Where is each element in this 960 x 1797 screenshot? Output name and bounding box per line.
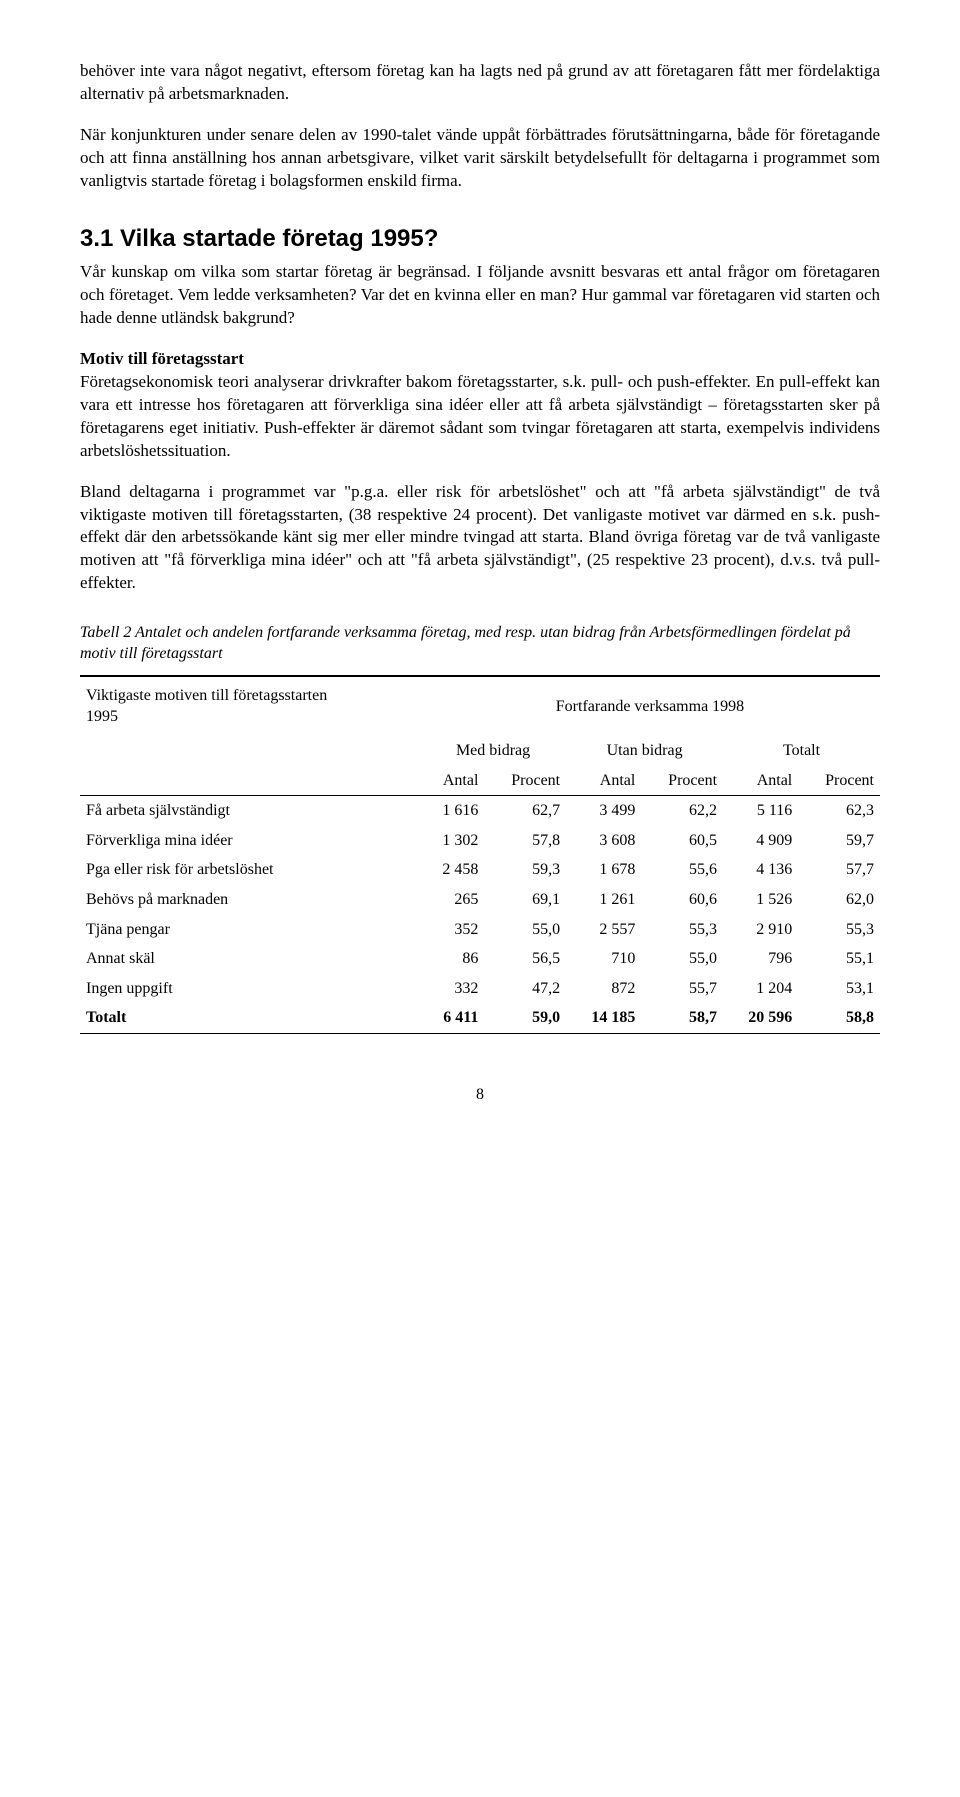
table-cell: 1 678 — [566, 855, 641, 885]
subheading-motiv: Motiv till företagsstart — [80, 348, 880, 371]
subcol-procent: Procent — [484, 766, 566, 796]
table-cell: 2 910 — [723, 915, 798, 945]
table-cell: 1 302 — [420, 826, 484, 856]
table-cell: 55,3 — [641, 915, 723, 945]
group-med-bidrag: Med bidrag — [420, 732, 566, 766]
table-cell: 872 — [566, 974, 641, 1004]
col-header-right: Fortfarande verksamma 1998 — [420, 676, 880, 732]
table-cell: 62,0 — [798, 885, 880, 915]
table-cell: 55,0 — [484, 915, 566, 945]
table-cell: 332 — [420, 974, 484, 1004]
group-totalt: Totalt — [723, 732, 880, 766]
table-cell: 55,3 — [798, 915, 880, 945]
group-utan-bidrag: Utan bidrag — [566, 732, 723, 766]
table-cell: 53,1 — [798, 974, 880, 1004]
col-header-left: Viktigaste motiven till företagsstarten … — [80, 676, 420, 732]
table-row: Förverkliga mina idéer1 30257,83 60860,5… — [80, 826, 880, 856]
total-cell: 59,0 — [484, 1003, 566, 1033]
table-row: Annat skäl8656,571055,079655,1 — [80, 944, 880, 974]
table-cell: Pga eller risk för arbetslöshet — [80, 855, 420, 885]
table-cell: 69,1 — [484, 885, 566, 915]
table-row: Tjäna pengar35255,02 55755,32 91055,3 — [80, 915, 880, 945]
total-cell: 14 185 — [566, 1003, 641, 1033]
subcol-antal: Antal — [566, 766, 641, 796]
data-table: Viktigaste motiven till företagsstarten … — [80, 675, 880, 1034]
subcol-antal: Antal — [420, 766, 484, 796]
paragraph: När konjunkturen under senare delen av 1… — [80, 124, 880, 193]
table-cell: 710 — [566, 944, 641, 974]
table-cell: 57,7 — [798, 855, 880, 885]
table-cell: 1 204 — [723, 974, 798, 1004]
table-caption: Tabell 2 Antalet och andelen fortfarande… — [80, 623, 880, 665]
table-label: Tabell 2 — [80, 624, 131, 641]
table-cell: 62,7 — [484, 796, 566, 826]
table-cell: 62,2 — [641, 796, 723, 826]
page-number: 8 — [80, 1084, 880, 1106]
table-cell: 265 — [420, 885, 484, 915]
table-cell: 1 526 — [723, 885, 798, 915]
subcol-antal: Antal — [723, 766, 798, 796]
total-cell: 58,8 — [798, 1003, 880, 1033]
table-cell: Behövs på marknaden — [80, 885, 420, 915]
table-cell: 4 136 — [723, 855, 798, 885]
table-cell: 5 116 — [723, 796, 798, 826]
total-cell: 58,7 — [641, 1003, 723, 1033]
total-cell: 20 596 — [723, 1003, 798, 1033]
table-cell: 3 499 — [566, 796, 641, 826]
total-cell: 6 411 — [420, 1003, 484, 1033]
total-label: Totalt — [80, 1003, 420, 1033]
paragraph: Vår kunskap om vilka som startar företag… — [80, 261, 880, 330]
table-cell: 55,0 — [641, 944, 723, 974]
table-caption-text: Antalet och andelen fortfarande verksamm… — [80, 624, 851, 662]
table-cell: 55,7 — [641, 974, 723, 1004]
table-cell: 59,3 — [484, 855, 566, 885]
subcol-procent: Procent — [641, 766, 723, 796]
table-cell: 796 — [723, 944, 798, 974]
paragraph: Bland deltagarna i programmet var "p.g.a… — [80, 481, 880, 596]
table-cell: 86 — [420, 944, 484, 974]
table-cell: Förverkliga mina idéer — [80, 826, 420, 856]
table-cell: 1 616 — [420, 796, 484, 826]
table-cell: 60,6 — [641, 885, 723, 915]
table-cell: Få arbeta självständigt — [80, 796, 420, 826]
table-cell: 55,6 — [641, 855, 723, 885]
table-cell: 47,2 — [484, 974, 566, 1004]
subcol-procent: Procent — [798, 766, 880, 796]
paragraph: Företagsekonomisk teori analyserar drivk… — [80, 371, 880, 463]
table-row: Ingen uppgift33247,287255,71 20453,1 — [80, 974, 880, 1004]
table-cell: 62,3 — [798, 796, 880, 826]
table-cell: 57,8 — [484, 826, 566, 856]
table-cell: 2 458 — [420, 855, 484, 885]
table-cell: 55,1 — [798, 944, 880, 974]
table-cell: 60,5 — [641, 826, 723, 856]
paragraph: behöver inte vara något negativt, efters… — [80, 60, 880, 106]
table-cell: 3 608 — [566, 826, 641, 856]
table-cell: 1 261 — [566, 885, 641, 915]
table-cell: 59,7 — [798, 826, 880, 856]
section-heading: 3.1 Vilka startade företag 1995? — [80, 223, 880, 255]
table-row: Pga eller risk för arbetslöshet2 45859,3… — [80, 855, 880, 885]
table-cell: Ingen uppgift — [80, 974, 420, 1004]
table-cell: 352 — [420, 915, 484, 945]
table-cell: 2 557 — [566, 915, 641, 945]
table-cell: 4 909 — [723, 826, 798, 856]
table-row: Behövs på marknaden26569,11 26160,61 526… — [80, 885, 880, 915]
table-cell: 56,5 — [484, 944, 566, 974]
table-cell: Tjäna pengar — [80, 915, 420, 945]
table-cell: Annat skäl — [80, 944, 420, 974]
table-row: Få arbeta självständigt1 61662,73 49962,… — [80, 796, 880, 826]
